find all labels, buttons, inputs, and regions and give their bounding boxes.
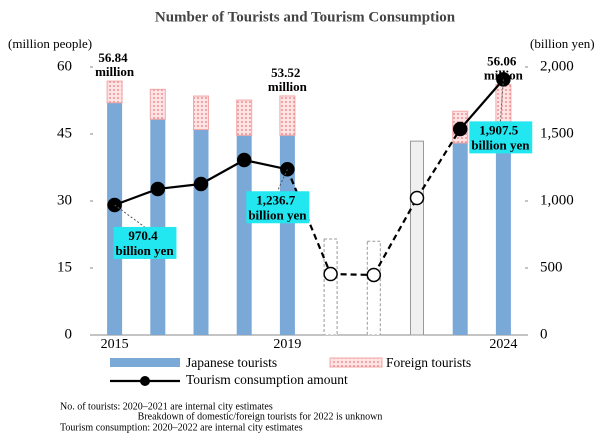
- line-value-label: 1,907.5 billion yen: [471, 122, 530, 152]
- line-segment: [330, 272, 374, 277]
- chart-title: Number of Tourists and Tourism Consumpti…: [155, 9, 456, 25]
- total-bar: [366, 240, 381, 336]
- total-label: 56.84 million: [95, 50, 135, 79]
- total-bar: [323, 238, 338, 336]
- foreign-bar: [193, 95, 209, 131]
- line-segment: [200, 159, 245, 185]
- line-marker: [193, 176, 209, 192]
- total-label: 53.52 million: [268, 65, 308, 94]
- total-bar: [410, 140, 424, 336]
- line-segment: [372, 197, 418, 276]
- y2-tick-label: 1,500: [540, 125, 574, 141]
- legend-label: Japanese tourists: [186, 355, 277, 370]
- line-marker: [323, 266, 338, 282]
- legend-swatch: [110, 358, 180, 367]
- foreign-bar: [149, 88, 166, 120]
- legend-label: Tourism consumption amount: [186, 372, 348, 387]
- y-axis-label: (million people): [8, 36, 92, 51]
- y2-axis-label: (billion yen): [530, 36, 595, 51]
- x-tick-label: 2015: [101, 337, 129, 352]
- legend-marker: [140, 376, 150, 386]
- foreign-bar: [236, 99, 253, 136]
- y2-tick-label: 500: [540, 259, 563, 275]
- japanese-bar: [495, 133, 511, 335]
- value-label-box: 970.4 billion yen: [113, 226, 177, 259]
- leader: [499, 79, 504, 122]
- foreign-bar: [279, 95, 296, 136]
- leader: [276, 169, 288, 192]
- line-marker: [452, 121, 468, 137]
- line-value-label: 970.4 billion yen: [116, 228, 175, 258]
- label-bg: [246, 191, 310, 224]
- label-bg: [113, 226, 177, 259]
- line-marker: [409, 190, 425, 206]
- y-tick-label: 15: [57, 259, 72, 275]
- y2-tick-label: 0: [540, 326, 548, 342]
- label-bg: [469, 121, 533, 154]
- japanese-bar: [452, 142, 468, 335]
- line-segment: [243, 158, 288, 171]
- note: No. of tourists: 2020–2021 are internal …: [60, 401, 273, 412]
- x-tick-label: 2019: [273, 337, 301, 352]
- value-label-box: 1,236.7 billion yen: [246, 191, 310, 224]
- y2-tick-label: 2,000: [540, 58, 574, 74]
- y-tick-label: 60: [57, 58, 72, 74]
- japanese-bar: [193, 129, 209, 335]
- japanese-bar: [279, 135, 295, 335]
- y-tick-label: 45: [57, 125, 72, 141]
- japanese-bar: [107, 102, 123, 335]
- foreign-bar: [106, 80, 123, 104]
- y-tick-label: 30: [57, 192, 72, 208]
- y-tick-label: 0: [65, 326, 73, 342]
- line-segment: [114, 187, 159, 206]
- value-label-box: 1,907.5 billion yen: [469, 121, 533, 154]
- line-marker: [150, 181, 166, 197]
- y2-tick-label: 1,000: [540, 192, 574, 208]
- x-tick-label: 2024: [489, 337, 517, 352]
- legend-label: Foreign tourists: [386, 355, 471, 370]
- line-marker: [366, 267, 382, 283]
- line-segment: [286, 168, 332, 275]
- line-segment: [416, 128, 462, 199]
- line-marker: [236, 152, 252, 168]
- japanese-bar: [236, 135, 252, 335]
- legend-swatch: [329, 357, 383, 368]
- note: Tourism consumption: 2020–2022 are inter…: [60, 422, 303, 433]
- line-value-label: 1,236.7 billion yen: [248, 192, 307, 222]
- line-segment: [459, 78, 505, 130]
- note: Breakdown of domestic/foreign tourists f…: [138, 411, 383, 422]
